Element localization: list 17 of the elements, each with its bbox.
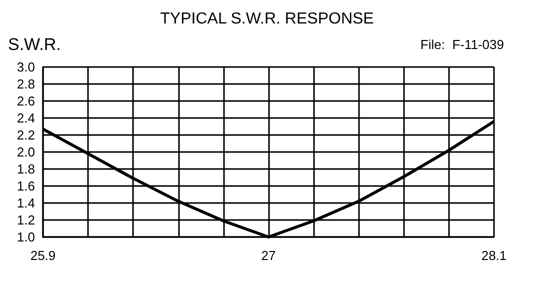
x-tick-label: 28.1 xyxy=(481,248,507,263)
y-tick-label: 1.8 xyxy=(16,162,35,176)
y-tick-label: 2.0 xyxy=(16,144,35,160)
y-tick-label: 1.4 xyxy=(16,196,35,210)
x-tick-label: 25.9 xyxy=(30,248,56,263)
y-tick-label: 1.2 xyxy=(16,212,35,228)
y-tick-label: 1.0 xyxy=(16,230,35,244)
y-axis-title: S.W.R. xyxy=(8,35,61,54)
y-tick-label: 2.4 xyxy=(16,110,35,126)
y-tick-label: 2.8 xyxy=(16,76,35,92)
y-tick-label: 1.6 xyxy=(16,178,35,194)
y-tick-label: 2.6 xyxy=(16,94,35,108)
x-tick-label: 27 xyxy=(261,248,276,263)
y-tick-label: 3.0 xyxy=(16,60,35,74)
y-tick-label: 2.2 xyxy=(16,128,35,142)
chart-title: TYPICAL S.W.R. RESPONSE xyxy=(160,10,374,28)
text: File: F-11-039 xyxy=(420,37,504,52)
